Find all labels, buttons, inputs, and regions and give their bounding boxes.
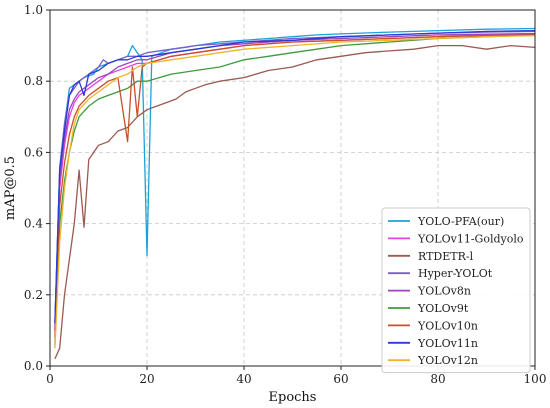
- plot-frame: [49, 9, 536, 367]
- x-tick-label: 0: [46, 372, 54, 386]
- y-tick-label: 1.0: [24, 3, 43, 17]
- x-tick-label: 100: [524, 372, 547, 386]
- series-line: [54, 34, 536, 338]
- series-line: [54, 34, 536, 349]
- x-tick-label: 20: [139, 372, 154, 386]
- legend-label: RTDETR-l: [418, 250, 474, 263]
- series-line: [54, 34, 536, 345]
- series-line: [54, 44, 536, 360]
- legend-label: YOLOv8n: [417, 285, 471, 298]
- y-tick-label: 0.0: [24, 359, 43, 373]
- x-tick-label: 60: [333, 372, 348, 386]
- legend-box: [381, 207, 531, 374]
- x-axis-label: Epochs: [269, 390, 317, 405]
- y-tick-label: 0.4: [24, 217, 43, 231]
- legend-label: YOLOv9t: [417, 302, 469, 315]
- legend-label: YOLOv12n: [417, 354, 478, 367]
- legend-label: YOLO-PFA(our): [417, 215, 504, 228]
- legend-label: YOLOv10n: [417, 319, 478, 332]
- series-line: [54, 29, 536, 324]
- x-tick-label: 80: [430, 372, 445, 386]
- y-tick-label: 0.8: [24, 74, 43, 88]
- legend: YOLO-PFA(our) YOLOv11-Goldyolo RTDETR-l Hyp…: [381, 207, 531, 374]
- series-lines: [54, 27, 536, 360]
- legend-label: YOLOv11n: [417, 337, 478, 350]
- legend-label: Hyper-YOLOt: [418, 267, 493, 280]
- y-axis-label: mAP@0.5: [3, 156, 18, 220]
- legend-label: YOLOv11-Goldyolo: [417, 232, 524, 245]
- y-tick-label: 0.6: [24, 145, 43, 159]
- series-line: [54, 32, 536, 331]
- y-tick-label: 0.2: [24, 288, 43, 302]
- x-tick-label: 40: [236, 372, 251, 386]
- axis-ticks: 0 20 40 60 80 100 0.0 0.2 0.4 0.6 0.8 1.0: [24, 3, 547, 386]
